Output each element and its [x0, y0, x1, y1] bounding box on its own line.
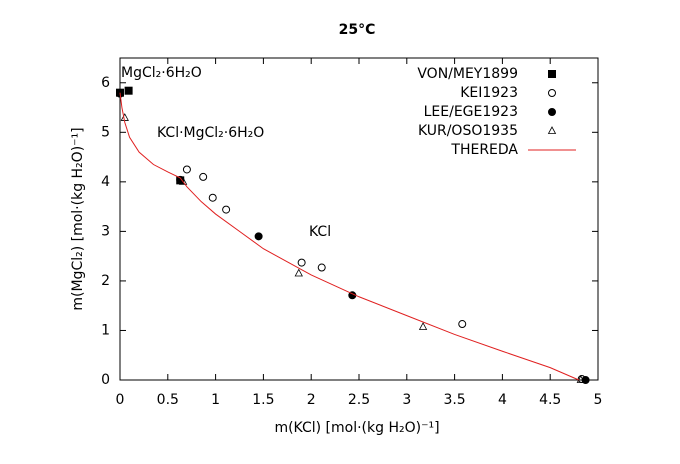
- marker: [317, 263, 326, 272]
- marker: [294, 268, 303, 277]
- marker: [222, 205, 231, 214]
- y-tick-label: 0: [101, 372, 110, 388]
- y-tick-label: 5: [101, 124, 110, 140]
- legend-label: LEE/EGE1923: [424, 104, 518, 120]
- x-tick-label: 3.5: [443, 392, 465, 408]
- x-axis-label: m(KCl) [mol·(kg H₂O)⁻¹]: [274, 420, 439, 436]
- annotation: KCl·MgCl₂·6H₂O: [157, 125, 264, 141]
- x-tick-label: 5: [594, 392, 603, 408]
- chart-title: 25°C: [339, 22, 376, 38]
- marker: [199, 172, 208, 181]
- x-tick-label: 0: [116, 392, 125, 408]
- x-tick-label: 4.5: [539, 392, 561, 408]
- marker: [182, 165, 191, 174]
- legend-label: KUR/OSO1935: [418, 123, 518, 139]
- x-tick-label: 2: [307, 392, 316, 408]
- y-axis-label: m(MgCl₂) [mol·(kg H₂O)⁻¹]: [70, 127, 86, 310]
- plot-frame: [119, 57, 599, 381]
- annotation: MgCl₂·6H₂O: [121, 65, 202, 81]
- marker: [458, 320, 467, 329]
- x-tick-label: 1: [211, 392, 220, 408]
- y-tick-label: 2: [101, 273, 110, 289]
- legend-label: VON/MEY1899: [417, 66, 518, 82]
- x-tick-label: 1.5: [252, 392, 274, 408]
- y-tick-label: 3: [101, 223, 110, 239]
- marker: [178, 177, 188, 185]
- marker: [297, 258, 306, 267]
- y-tick-label: 6: [101, 75, 110, 91]
- marker: [120, 113, 129, 121]
- line-series: [119, 92, 580, 381]
- marker: [254, 232, 263, 241]
- legend-swatch: [547, 126, 557, 134]
- legend-swatch: [548, 70, 556, 78]
- marker: [418, 322, 428, 330]
- annotation: KCl: [309, 224, 331, 240]
- marker: [576, 375, 585, 383]
- x-tick-label: 0.5: [157, 392, 179, 408]
- legend-label: KEI1923: [460, 85, 518, 101]
- x-tick-label: 2.5: [348, 392, 370, 408]
- x-tick-label: 4: [498, 392, 507, 408]
- legend-swatch: [548, 108, 556, 116]
- y-tick-label: 1: [101, 322, 110, 338]
- legend-swatch: [548, 89, 556, 97]
- marker: [124, 86, 133, 95]
- y-tick-label: 4: [101, 174, 110, 190]
- marker: [208, 193, 217, 202]
- legend-label: THEREDA: [450, 142, 518, 158]
- x-tick-label: 3: [402, 392, 411, 408]
